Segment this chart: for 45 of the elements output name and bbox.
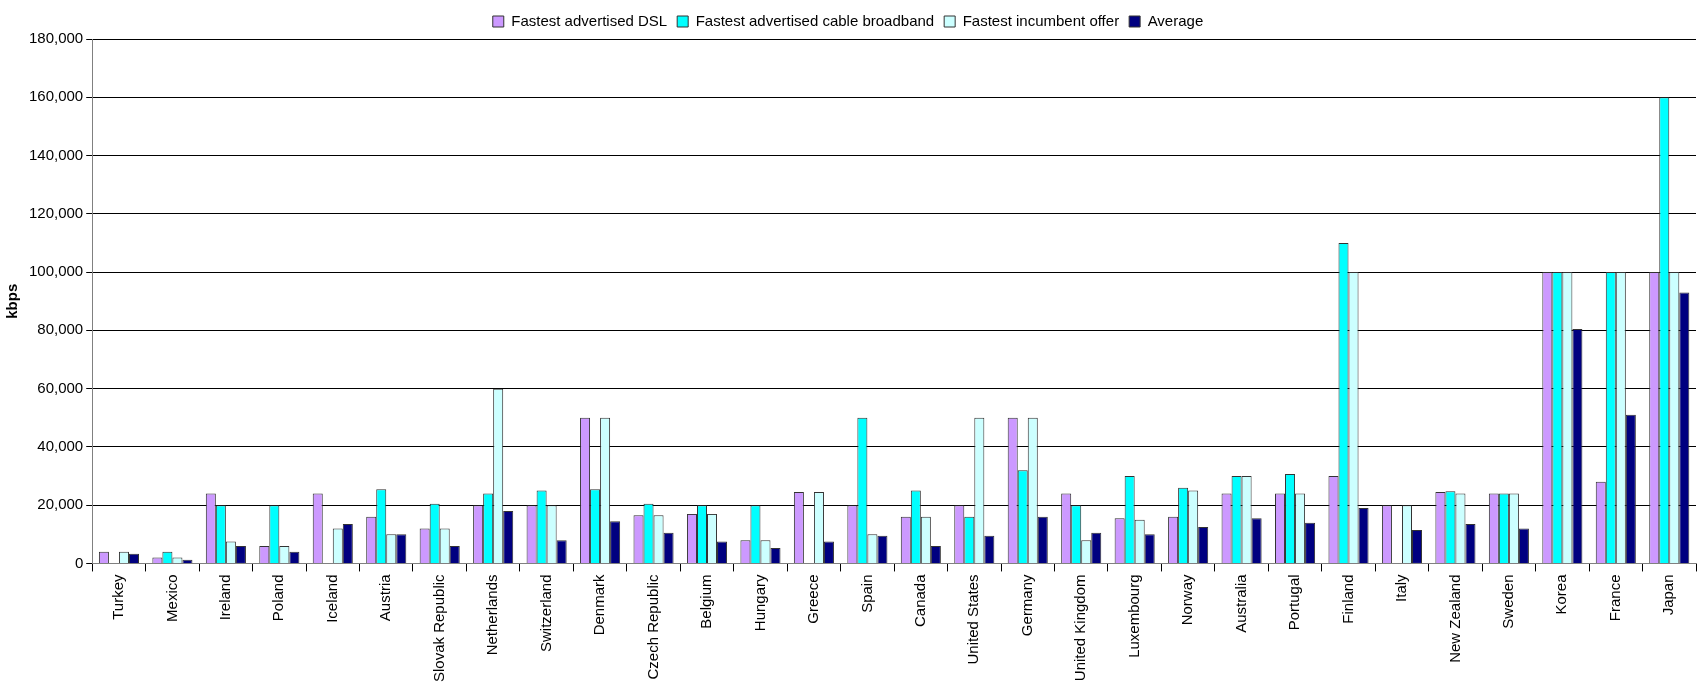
y-tick-label: 180,000 (28, 29, 84, 47)
x-tick-label: Portugal (1285, 574, 1303, 631)
x-tick-label: Mexico (162, 574, 180, 622)
x-tick-label: Korea (1552, 573, 1570, 615)
x-tick-label: Sweden (1499, 574, 1517, 629)
x-tick-label: Canada (910, 573, 928, 627)
x-tick-label: United States (964, 574, 982, 665)
x-tick-label: Netherlands (483, 574, 501, 656)
x-tick-label: Finland (1338, 574, 1356, 624)
x-tick-label: Spain (857, 574, 875, 613)
x-tick-label: United Kingdom (1071, 574, 1089, 682)
x-tick-label: Switzerland (536, 574, 554, 652)
y-tick-label: 120,000 (28, 203, 84, 221)
legend-label: Fastest advertised DSL (511, 11, 668, 29)
x-tick-label: Denmark (590, 573, 608, 636)
x-tick-label: Norway (1178, 573, 1196, 626)
legend-label: Fastest advertised cable broadband (695, 11, 935, 29)
x-tick-label: Slovak Republic (429, 573, 447, 683)
legend-label: Fastest incumbent offer (962, 11, 1120, 29)
y-tick-label: 0 (74, 553, 84, 571)
x-tick-label: New Zealand (1445, 574, 1463, 663)
y-tick-label: 80,000 (37, 320, 84, 338)
x-tick-label: Ireland (216, 574, 234, 621)
y-tick-label: 60,000 (37, 378, 84, 396)
x-tick-label: Austria (376, 573, 394, 622)
x-tick-label: Germany (1017, 573, 1035, 637)
x-tick-label: France (1605, 574, 1623, 622)
x-tick-label: Belgium (697, 574, 715, 629)
y-tick-label: 20,000 (37, 495, 84, 513)
x-tick-label: Luxembourg (1124, 574, 1142, 658)
x-tick-label: Greece (804, 574, 822, 624)
x-tick-label: Italy (1392, 573, 1410, 602)
y-axis-title: kbps (3, 283, 21, 319)
x-tick-label: Japan (1659, 574, 1677, 616)
y-tick-label: 100,000 (28, 262, 84, 280)
legend-label: Average (1147, 11, 1204, 29)
x-tick-label: Poland (269, 574, 287, 622)
x-tick-label: Czech Republic (643, 573, 661, 680)
y-tick-label: 160,000 (28, 87, 84, 105)
y-tick-label: 140,000 (28, 145, 84, 163)
x-tick-label: Turkey (109, 573, 127, 620)
x-tick-label: Hungary (750, 573, 768, 632)
x-tick-label: Iceland (322, 574, 340, 623)
y-tick-label: 40,000 (37, 437, 84, 455)
x-tick-label: Australia (1231, 573, 1249, 633)
